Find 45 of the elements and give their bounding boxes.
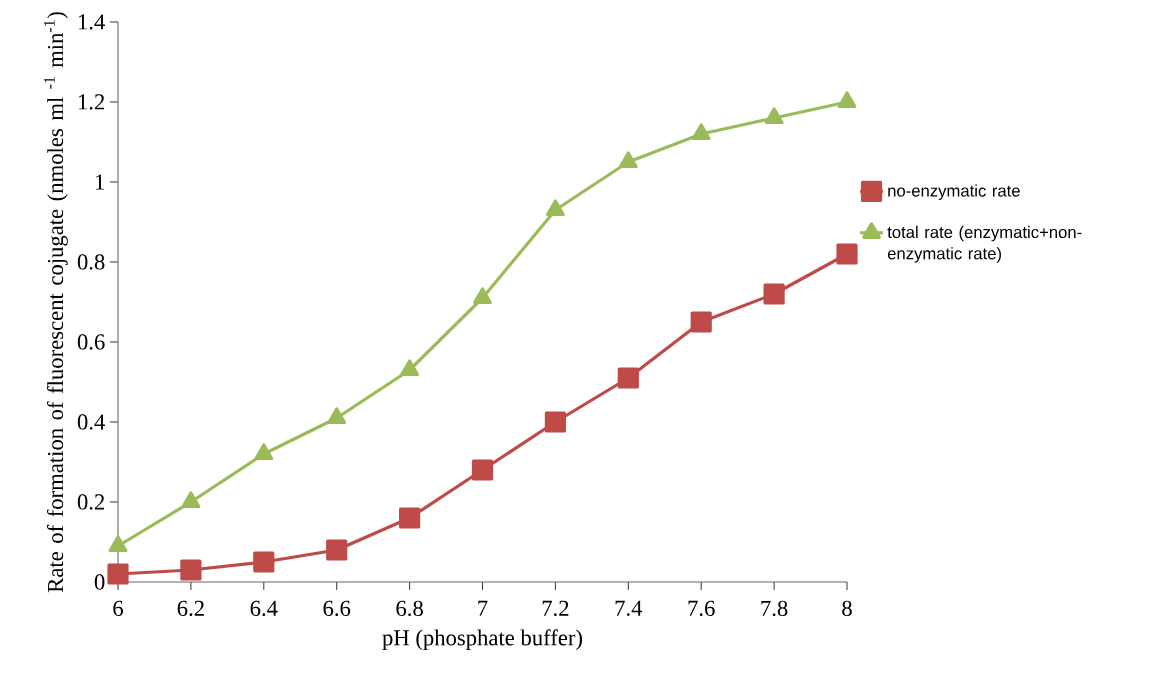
point: [546, 199, 565, 217]
x-tick-label: 7: [478, 600, 488, 616]
legend-label: total rate (enzymatic+non-enzymatic rate): [887, 225, 1082, 263]
point: [399, 507, 421, 529]
point: [836, 243, 858, 265]
y-tick-label: 0.6: [77, 334, 105, 350]
y-tick-label: 1.4: [78, 14, 105, 30]
point: [837, 91, 857, 109]
x-tick-label: 7.6: [688, 600, 715, 617]
x-tick-label: 7.8: [761, 600, 788, 617]
point: [471, 459, 494, 481]
point: [326, 539, 348, 561]
point: [690, 311, 712, 333]
y-tick-label: 1.2: [78, 94, 105, 110]
legend-label: no-enzymatic rate: [888, 184, 1020, 200]
point: [181, 491, 201, 509]
y-axis-title: Rate of formation of fluorescent cojugate (nmoles ml $^{-1}$ min$^{-1}$): [44, 12, 68, 593]
x-axis-title: pH (phosphate buffer): [382, 629, 583, 651]
x-tick-label: 6: [113, 600, 123, 616]
y-tick-label: 0: [94, 574, 105, 590]
y-tick-label: 1: [95, 174, 104, 190]
point: [254, 443, 274, 461]
point: [327, 407, 347, 425]
x-tick-label: 8: [842, 600, 852, 617]
x-tick-label: 6.6: [323, 600, 351, 617]
point: [691, 123, 711, 141]
point: [764, 107, 784, 125]
point: [473, 287, 492, 305]
point: [400, 359, 419, 377]
point: [617, 367, 639, 389]
point: [544, 411, 567, 433]
x-tick-label: 6.2: [177, 600, 204, 617]
point: [180, 559, 202, 581]
x-tick-label: 6.8: [396, 600, 423, 617]
x-tick-label: 7.4: [615, 600, 643, 616]
x-tick-label: 6.4: [250, 600, 278, 617]
point: [108, 535, 128, 553]
y-tick-label: 0.4: [77, 414, 105, 430]
y-tick-label: 0.2: [77, 494, 105, 510]
y-tick-label: 0.8: [77, 254, 105, 270]
point: [763, 283, 785, 305]
point: [618, 151, 638, 169]
x-tick-label: 7.2: [542, 600, 569, 617]
point: [253, 551, 275, 573]
point: [107, 563, 129, 585]
